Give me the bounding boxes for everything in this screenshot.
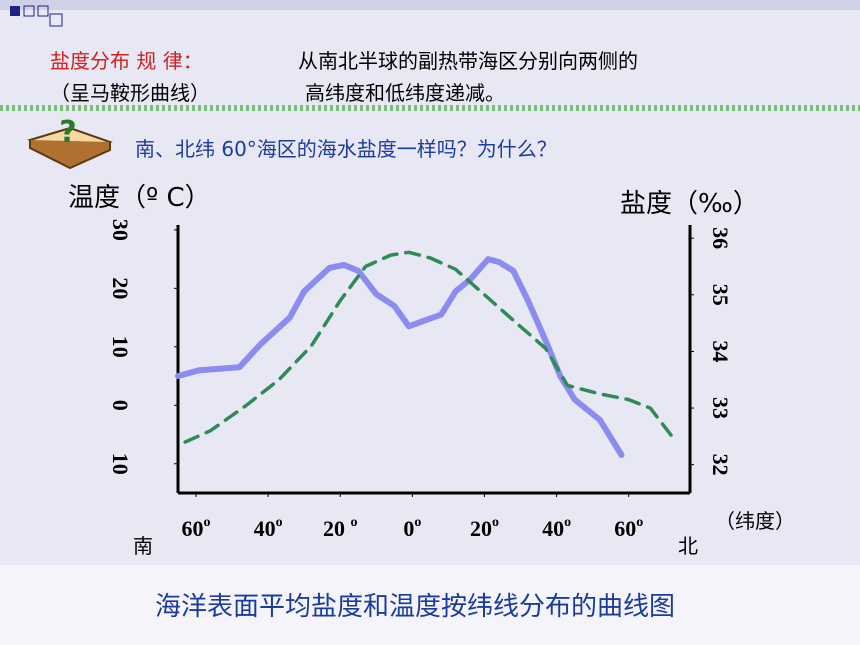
y-tick-label: 20 xyxy=(108,277,133,299)
y2-tick-label: 32 xyxy=(708,454,733,476)
x-start-label: 南 xyxy=(133,534,153,558)
rule-shape: （呈马鞍形曲线） xyxy=(50,81,210,105)
y-tick-label: 10 xyxy=(108,453,133,475)
x-tick-suffix: o xyxy=(564,515,571,530)
deco-square xyxy=(23,5,35,17)
x-axis-label: （纬度） xyxy=(715,509,795,533)
x-tick-number: 20 xyxy=(323,516,351,541)
y-axis-label: 温度（º C） xyxy=(68,183,211,213)
x-end-label: 北 xyxy=(678,534,698,558)
x-tick-number: 20 xyxy=(470,516,492,541)
x-tick-number: 0 xyxy=(403,516,414,541)
x-tick-label: 20 o xyxy=(323,515,358,541)
y2-tick-label: 35 xyxy=(708,284,733,306)
rule-text: 高纬度和低纬度递减。 xyxy=(305,81,505,105)
caption-background xyxy=(0,565,860,645)
svg-text:?: ? xyxy=(59,115,76,150)
x-tick-label: 40o xyxy=(254,515,283,541)
x-tick-suffix: o xyxy=(492,515,499,530)
x-tick-label: 40o xyxy=(542,515,571,541)
x-tick-label: 0o xyxy=(403,515,421,541)
x-tick-label: 60o xyxy=(182,515,211,541)
x-tick-number: 60 xyxy=(614,516,636,541)
x-tick-number: 40 xyxy=(254,516,276,541)
y-tick-label: 30 xyxy=(108,219,133,241)
rule-label: 盐度分布 规 律： xyxy=(50,49,203,73)
question: 南、北纬 60°海区的海水盐度一样吗？为什么？ xyxy=(135,137,557,161)
x-tick-suffix: o xyxy=(414,515,421,530)
x-tick-suffix: o xyxy=(351,515,358,530)
x-tick-label: 60o xyxy=(614,515,643,541)
series-line xyxy=(175,256,625,458)
deco-square xyxy=(37,5,49,17)
rule-text: 从南北半球的副热带海区分别向两侧的 xyxy=(298,49,638,73)
y-tick-label: 10 xyxy=(108,336,133,358)
y-tick-label: 0 xyxy=(108,400,133,411)
top-bar xyxy=(0,0,860,10)
x-tick-suffix: o xyxy=(276,515,283,530)
chart-title: 海洋表面平均盐度和温度按纬线分布的曲线图 xyxy=(155,592,675,622)
x-tick-number: 60 xyxy=(182,516,204,541)
deco-square xyxy=(10,6,20,16)
y2-tick-label: 33 xyxy=(708,397,733,419)
series-line xyxy=(183,250,674,444)
x-tick-suffix: o xyxy=(636,515,643,530)
deco-square xyxy=(49,13,63,27)
y2-tick-label: 34 xyxy=(708,340,733,362)
x-tick-label: 20o xyxy=(470,515,499,541)
background xyxy=(0,0,860,565)
y2-tick-label: 36 xyxy=(708,227,733,249)
x-tick-suffix: o xyxy=(204,515,211,530)
book-icon: ? xyxy=(27,115,113,170)
x-tick-number: 40 xyxy=(542,516,564,541)
y2-axis-label: 盐度（‰） xyxy=(620,189,759,219)
